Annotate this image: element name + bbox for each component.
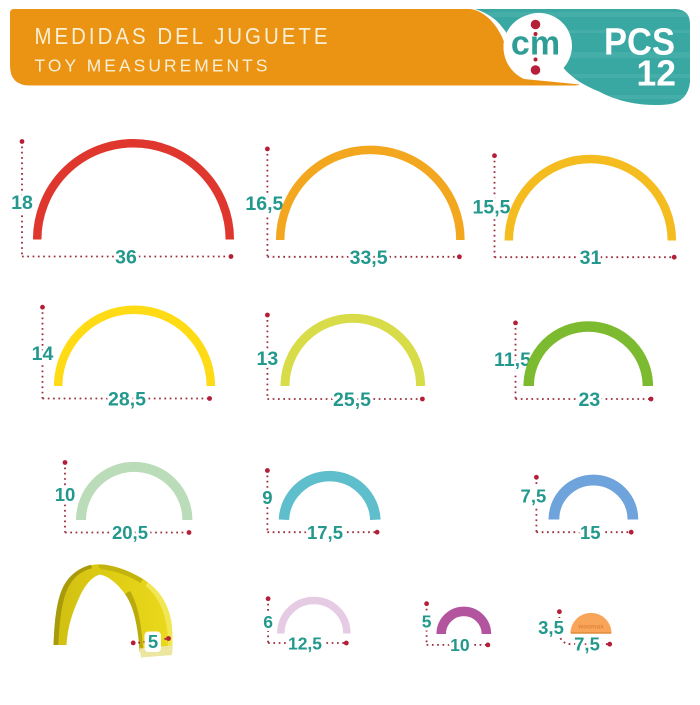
svg-text:3,5: 3,5 (538, 617, 564, 638)
svg-text:28,5: 28,5 (108, 389, 146, 411)
svg-text:TOY MEASUREMENTS: TOY MEASUREMENTS (35, 56, 271, 76)
svg-text:36: 36 (115, 247, 137, 269)
svg-text:15: 15 (580, 522, 601, 543)
svg-text:PCS: PCS (604, 22, 675, 64)
svg-text:23: 23 (579, 389, 601, 411)
svg-text:10: 10 (55, 484, 76, 505)
svg-text:33,5: 33,5 (350, 247, 388, 269)
svg-text:MEDIDAS DEL JUGUETE: MEDIDAS DEL JUGUETE (35, 23, 331, 49)
svg-text:12: 12 (637, 53, 677, 94)
svg-text:13: 13 (257, 348, 279, 370)
svg-text:16,5: 16,5 (245, 193, 283, 215)
svg-text:7,5: 7,5 (521, 486, 547, 507)
svg-text:15,5: 15,5 (473, 196, 511, 218)
svg-text:11,5: 11,5 (494, 349, 531, 371)
svg-text:14: 14 (32, 343, 54, 365)
svg-text:5: 5 (422, 612, 432, 632)
svg-text:5: 5 (148, 631, 158, 652)
svg-text:18: 18 (11, 192, 33, 214)
svg-text:cm: cm (511, 25, 560, 63)
svg-text:31: 31 (580, 247, 602, 269)
svg-text:20,5: 20,5 (112, 522, 148, 543)
svg-text:7,5: 7,5 (574, 634, 600, 655)
svg-text:10: 10 (450, 635, 470, 655)
svg-text:17,5: 17,5 (307, 522, 343, 543)
svg-text:25,5: 25,5 (333, 389, 371, 411)
svg-text:6: 6 (263, 612, 273, 632)
svg-text:9: 9 (262, 487, 272, 508)
svg-text:woomax: woomax (577, 624, 604, 631)
svg-text:12,5: 12,5 (288, 633, 322, 653)
